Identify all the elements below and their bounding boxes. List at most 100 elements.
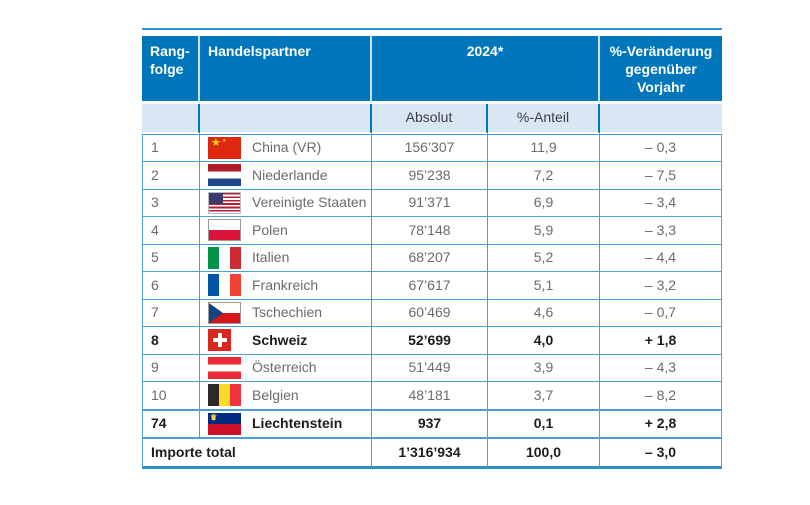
subheader-rank-empty xyxy=(142,103,200,134)
partner-name: Tschechien xyxy=(252,304,323,321)
table-row: 9 Österreich 51’449 3,9– 4,3 xyxy=(142,354,722,383)
rank-cell: 74 xyxy=(142,410,200,440)
anteil-cell: 5,1 xyxy=(488,272,600,300)
partner-wrap: Tschechien xyxy=(208,301,367,324)
partner-name: Vereinigte Staaten xyxy=(252,194,367,211)
header-row-sub: Absolut %-Anteil xyxy=(142,103,722,134)
partner-name: Österreich xyxy=(252,359,317,376)
partner-cell: Italien xyxy=(200,244,372,273)
partner-cell: Polen xyxy=(200,217,372,245)
rank-cell: 2 xyxy=(142,162,200,190)
partner-wrap: Schweiz xyxy=(208,329,367,352)
anteil-cell: 5,9 xyxy=(488,217,600,245)
table-row: 3 Vereinigte Staaten 91’371 6,9– 3,4 xyxy=(142,189,722,218)
table-header: Rang- folge Handelspartner 2024* %-Verän… xyxy=(142,36,722,134)
ch-flag-slot xyxy=(208,329,241,352)
partner-cell: Vereinigte Staaten xyxy=(200,189,372,218)
change-cell: – 3,3 xyxy=(600,217,722,245)
rank-cell: 4 xyxy=(142,217,200,245)
absolut-cell: 67’617 xyxy=(372,272,488,300)
change-cell: – 3,4 xyxy=(600,189,722,218)
table-row: 4 Polen 78’148 5,9– 3,3 xyxy=(142,217,722,245)
partner-wrap: Italien xyxy=(208,246,367,269)
absolut-cell: 95’238 xyxy=(372,162,488,190)
li-flag-slot xyxy=(208,412,241,435)
partner-wrap: Frankreich xyxy=(208,274,367,297)
partner-cell: Liechtenstein xyxy=(200,410,372,440)
partner-name: Frankreich xyxy=(252,276,319,293)
anteil-cell: 11,9 xyxy=(488,133,600,163)
li-flag-icon xyxy=(208,412,241,435)
partner-wrap: Liechtenstein xyxy=(208,412,367,435)
table-row: 7 Tschechien 60’469 4,6– 0,7 xyxy=(142,299,722,328)
total-row: Importe total 1’316’934 100,0 – 3,0 xyxy=(142,439,722,469)
header-year: 2024* xyxy=(372,36,600,104)
rank-cell: 5 xyxy=(142,244,200,273)
anteil-cell: 6,9 xyxy=(488,189,600,218)
anteil-cell: 4,0 xyxy=(488,327,600,355)
absolut-cell: 48’181 xyxy=(372,382,488,411)
cn-flag-icon xyxy=(208,136,241,159)
cz-flag-slot xyxy=(208,301,241,324)
table-row: 6 Frankreich 67’617 5,1– 3,2 xyxy=(142,272,722,300)
partner-name: Niederlande xyxy=(252,166,328,183)
be-flag-icon xyxy=(208,384,241,407)
partner-name: Schweiz xyxy=(252,331,308,348)
header-rank: Rang- folge xyxy=(142,36,200,104)
partner-cell: Österreich xyxy=(200,354,372,383)
partner-name: Polen xyxy=(252,221,288,238)
header-partner: Handelspartner xyxy=(200,36,372,104)
partner-name: Italien xyxy=(252,249,290,266)
top-rule-divider xyxy=(142,28,722,30)
change-cell: – 0,7 xyxy=(600,299,722,328)
us-flag-icon xyxy=(208,191,241,214)
fr-flag-slot xyxy=(208,274,241,297)
partner-wrap: Belgien xyxy=(208,384,367,407)
absolut-cell: 51’449 xyxy=(372,354,488,383)
total-change: – 3,0 xyxy=(600,439,722,469)
absolut-cell: 68’207 xyxy=(372,244,488,273)
total-anteil: 100,0 xyxy=(488,439,600,469)
cz-flag-icon xyxy=(208,301,241,324)
change-cell: + 1,8 xyxy=(600,327,722,355)
anteil-cell: 3,9 xyxy=(488,354,600,383)
absolut-cell: 91’371 xyxy=(372,189,488,218)
absolut-cell: 78’148 xyxy=(372,217,488,245)
it-flag-slot xyxy=(208,246,241,269)
partner-name: Belgien xyxy=(252,386,299,403)
partner-wrap: Polen xyxy=(208,219,367,242)
nl-flag-icon xyxy=(208,164,241,187)
partner-cell: Schweiz xyxy=(200,327,372,355)
partner-wrap: Vereinigte Staaten xyxy=(208,191,367,214)
rank-cell: 7 xyxy=(142,299,200,328)
absolut-cell: 937 xyxy=(372,410,488,440)
partner-cell: Belgien xyxy=(200,382,372,411)
absolut-cell: 156’307 xyxy=(372,133,488,163)
rank-cell: 10 xyxy=(142,382,200,411)
import-partners-table: Rang- folge Handelspartner 2024* %-Verän… xyxy=(142,36,722,469)
partner-wrap: Niederlande xyxy=(208,164,367,187)
absolut-cell: 60’469 xyxy=(372,299,488,328)
partner-name: Liechtenstein xyxy=(252,415,343,432)
anteil-cell: 7,2 xyxy=(488,162,600,190)
anteil-cell: 3,7 xyxy=(488,382,600,411)
change-cell: – 3,2 xyxy=(600,272,722,300)
at-flag-icon xyxy=(208,356,241,379)
subheader-change-empty xyxy=(600,103,722,134)
partner-wrap: China (VR) xyxy=(208,136,367,159)
rank-cell: 1 xyxy=(142,133,200,163)
change-cell: – 0,3 xyxy=(600,133,722,163)
partner-cell: Niederlande xyxy=(200,162,372,190)
header-row-main: Rang- folge Handelspartner 2024* %-Verän… xyxy=(142,36,722,104)
header-change: %-Veränderung gegenüber Vorjahr xyxy=(600,36,722,104)
subheader-anteil: %-Anteil xyxy=(488,103,600,134)
anteil-cell: 0,1 xyxy=(488,410,600,440)
total-label: Importe total xyxy=(142,439,372,469)
subheader-absolut: Absolut xyxy=(372,103,488,134)
cn-flag-slot xyxy=(208,136,241,159)
change-cell: – 7,5 xyxy=(600,162,722,190)
at-flag-slot xyxy=(208,356,241,379)
